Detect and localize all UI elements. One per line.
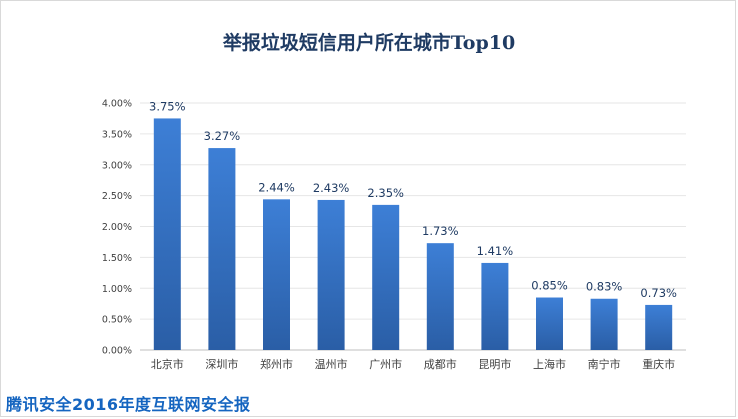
y-axis-ticks: 0.00% 0.50% 1.00% 1.50% 2.00% 2.50% 3.00% 3.50%…: [102, 99, 132, 357]
data-label: 0.85%: [531, 279, 568, 293]
bar-深圳市: [208, 148, 236, 350]
bar-南宁市: [590, 298, 618, 350]
data-label: 3.27%: [204, 129, 241, 143]
x-category-label: 昆明市: [478, 357, 511, 371]
y-tick-label: 2.00%: [102, 222, 132, 233]
y-tick-label: 4.00%: [102, 99, 132, 110]
x-category-label: 成都市: [424, 357, 457, 371]
x-category-label: 上海市: [533, 357, 566, 371]
y-tick-label: 0.00%: [102, 346, 132, 357]
bar-成都市: [426, 243, 454, 350]
bar-郑州市: [263, 199, 290, 350]
x-category-label: 温州市: [315, 357, 348, 371]
chart-title: 举报垃圾短信用户所在城市Top10: [222, 32, 516, 54]
x-category-label: 北京市: [151, 357, 184, 371]
data-labels: 3.75% 3.27% 2.44% 2.43% 2.35% 1.73% 1.41% 0.85%…: [149, 99, 677, 299]
x-category-label: 重庆市: [642, 357, 675, 371]
bar-重庆市: [645, 304, 673, 350]
y-tick-label: 3.50%: [102, 129, 132, 140]
x-axis-categories: 北京市 深圳市 郑州市 温州市 广州市 成都市 昆明市 上海市 南宁市 重庆市: [151, 357, 675, 371]
x-category-label: 南宁市: [588, 357, 621, 371]
y-tick-label: 1.50%: [102, 253, 132, 264]
y-tick-label: 2.50%: [102, 191, 132, 202]
x-category-label: 深圳市: [205, 357, 238, 371]
y-tick-label: 0.50%: [102, 315, 132, 326]
y-tick-label: 1.00%: [102, 284, 132, 295]
data-label: 2.43%: [313, 181, 350, 195]
data-label: 2.35%: [367, 186, 404, 200]
data-label: 3.75%: [149, 99, 186, 113]
data-label: 0.83%: [586, 280, 623, 294]
x-category-label: 郑州市: [260, 357, 293, 371]
bar-广州市: [372, 204, 400, 350]
bar-北京市: [153, 118, 181, 350]
bar-温州市: [317, 199, 345, 350]
data-label: 1.73%: [422, 224, 459, 238]
y-tick-label: 3.00%: [102, 160, 132, 171]
data-label: 2.44%: [258, 180, 295, 194]
bar-昆明市: [481, 262, 509, 350]
bars: [153, 118, 673, 350]
footer-brand-text: 腾讯安全2016年度互联网安全报: [6, 395, 251, 414]
data-label: 1.41%: [477, 244, 514, 258]
x-category-label: 广州市: [369, 357, 402, 371]
bar-上海市: [536, 297, 563, 350]
data-label: 0.73%: [640, 286, 677, 300]
